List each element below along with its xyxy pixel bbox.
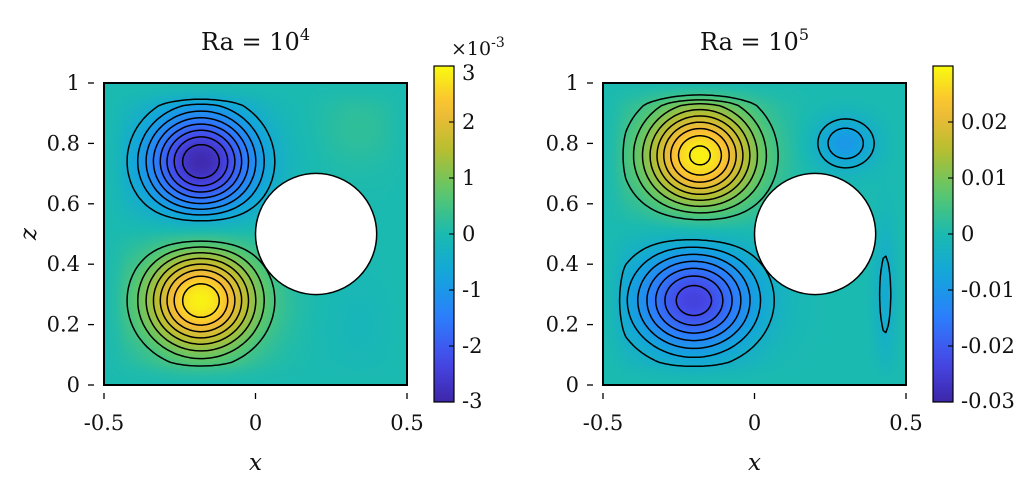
contour-level xyxy=(152,117,250,205)
colorbar-tick-label: -2 xyxy=(462,334,482,358)
contour-level xyxy=(637,253,751,350)
x-tick-label: 0.5 xyxy=(889,411,922,435)
colorbar-tick-label: 0 xyxy=(961,222,974,246)
colorbar-tick-label: 0.01 xyxy=(961,166,1008,190)
x-tick-label: 0.5 xyxy=(390,411,423,435)
y-tick-label: 0.4 xyxy=(546,252,579,276)
y-axis: 0 0.2 0.4 0.6 0.8 1 xyxy=(47,71,94,397)
colorbar-tick-label: -0.02 xyxy=(961,334,1015,358)
contour-level xyxy=(641,103,759,208)
x-axis: -0.5 0 0.5 xyxy=(84,393,424,435)
contour-level xyxy=(166,129,236,193)
colorbar-tick-label: 3 xyxy=(462,61,475,85)
colorbar: -0.03 -0.02 -0.01 0 0.01 0.02 xyxy=(932,65,1015,413)
contour-lines xyxy=(618,94,892,368)
contour-level xyxy=(656,115,744,196)
contour-level xyxy=(136,103,265,216)
x-axis-label: x xyxy=(748,450,761,476)
contour-level xyxy=(181,143,221,179)
contour-level xyxy=(626,127,865,359)
contour-level xyxy=(159,123,243,199)
plot-frame xyxy=(103,82,408,386)
contour-level xyxy=(137,246,265,360)
x-tick-label: -0.5 xyxy=(583,411,624,435)
colorbar-scale-label: ×10-3 xyxy=(451,35,505,60)
colorbar-tick-label: -0.01 xyxy=(961,278,1015,302)
y-tick-label: 0.2 xyxy=(47,313,80,337)
contour-level xyxy=(675,284,713,317)
y-tick-label: 0.6 xyxy=(47,192,80,216)
contour-level xyxy=(664,275,724,326)
contour-level xyxy=(688,145,712,166)
y-axis-label: z xyxy=(16,227,42,241)
y-tick-label: 0 xyxy=(67,373,80,397)
contour-level xyxy=(622,94,779,221)
y-tick-label: 0 xyxy=(566,373,579,397)
colorbar-tick-label: 0.02 xyxy=(961,110,1008,134)
title-base: Ra = 10 xyxy=(201,28,300,56)
y-tick-label: 0.8 xyxy=(546,131,579,155)
contour-level xyxy=(677,135,723,176)
colorbar-tick-label: 1 xyxy=(462,166,475,190)
panel-title: Ra = 105 xyxy=(700,25,809,56)
contour-level xyxy=(646,260,742,342)
contour-level xyxy=(145,110,257,210)
contour-level xyxy=(649,108,751,201)
title-base: Ra = 10 xyxy=(700,28,799,56)
x-axis: -0.5 0 0.5 xyxy=(583,393,923,435)
colorbar-tick-label: 0 xyxy=(462,222,475,246)
contour-level xyxy=(632,99,768,214)
panel-title: Ra = 104 xyxy=(201,25,310,56)
contour-level xyxy=(126,98,276,222)
contour-level xyxy=(152,257,250,345)
obstacle-disk xyxy=(254,172,378,296)
contour-level xyxy=(159,263,243,339)
colorbar-tick-label: -3 xyxy=(462,389,482,413)
x-tick-label: 0 xyxy=(249,411,262,435)
x-axis-label: x xyxy=(249,450,262,476)
contour-lines xyxy=(126,98,276,367)
y-tick-label: 1 xyxy=(566,71,579,95)
contour-level xyxy=(145,252,257,352)
contour-level xyxy=(181,283,220,319)
scale-base: ×10 xyxy=(451,38,491,60)
contour-level xyxy=(173,275,229,326)
obstacle-disk xyxy=(753,172,877,296)
contour-level xyxy=(618,118,892,368)
contour-level xyxy=(663,121,737,190)
plot-frame xyxy=(602,82,907,386)
y-tick-label: 0.8 xyxy=(47,131,80,155)
contour-level xyxy=(173,136,229,187)
y-tick-label: 0.4 xyxy=(47,252,80,276)
contour-level xyxy=(654,267,733,334)
contour-level xyxy=(166,269,236,333)
title-exponent: 5 xyxy=(799,25,809,44)
colorbar-tick-label: 2 xyxy=(462,110,475,134)
colorbar-tick-label: -1 xyxy=(462,278,482,302)
scale-exponent: -3 xyxy=(491,35,505,51)
y-tick-label: 0.6 xyxy=(546,192,579,216)
x-tick-label: 0 xyxy=(748,411,761,435)
title-exponent: 4 xyxy=(300,25,310,44)
contour-level xyxy=(669,127,730,183)
y-axis: 0 0.2 0.4 0.6 0.8 1 xyxy=(546,71,593,397)
colorbar-tick-label: -0.03 xyxy=(961,389,1015,413)
x-tick-label: -0.5 xyxy=(84,411,125,435)
y-tick-label: 0.2 xyxy=(546,313,579,337)
y-tick-label: 1 xyxy=(67,71,80,95)
